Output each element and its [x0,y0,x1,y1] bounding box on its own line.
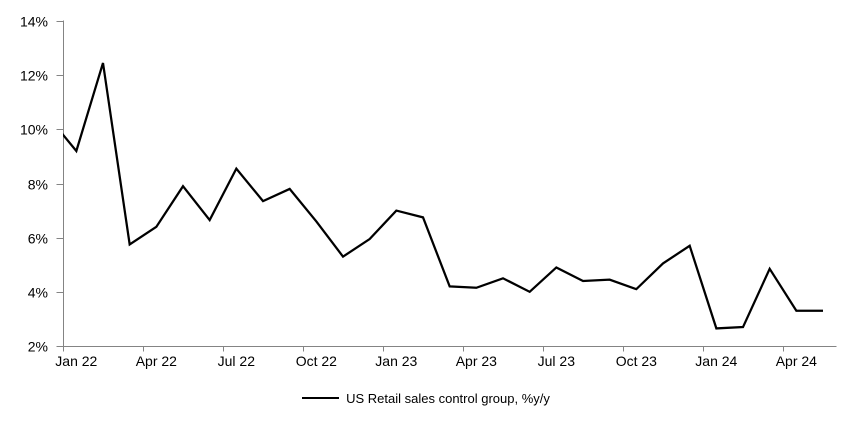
y-tick-label: 12% [20,68,48,84]
x-tick-label: Oct 22 [296,353,337,369]
x-tick-label: Apr 22 [136,353,177,369]
x-tick-label: Jul 23 [538,353,576,369]
y-tick-label: 10% [20,122,48,138]
y-tick-label: 8% [28,177,48,193]
x-tick-label: Jan 22 [55,353,97,369]
legend-label: US Retail sales control group, %y/y [346,390,550,406]
x-tick-label: Jul 22 [218,353,256,369]
series-line [63,62,824,330]
y-axis-tick-labels: 2% 4% 6% 8% 10% 12% 14% [20,14,48,355]
x-tick-label: Jan 23 [375,353,417,369]
x-tick-label: Jan 24 [695,353,737,369]
x-axis-ticks [63,346,784,352]
x-tick-label: Apr 24 [776,353,817,369]
y-tick-label: 6% [28,231,48,247]
x-axis-tick-labels: Jan 22 Apr 22 Jul 22 Oct 22 Jan 23 Apr 23 Jul … [55,353,817,369]
legend: US Retail sales control group, %y/y [0,389,852,407]
x-tick-label: Oct 23 [616,353,657,369]
y-axis-ticks [56,21,63,347]
x-tick-label: Apr 23 [456,353,497,369]
legend-line-sample [302,397,340,399]
y-tick-label: 2% [28,339,48,355]
y-tick-label: 14% [20,14,48,30]
y-tick-label: 4% [28,285,48,301]
